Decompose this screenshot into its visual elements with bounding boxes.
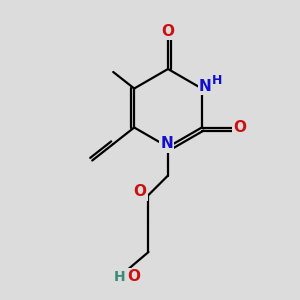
Text: O: O (161, 24, 175, 39)
Text: O: O (234, 120, 247, 135)
Text: H: H (212, 74, 223, 87)
Text: O: O (134, 184, 147, 200)
Text: H: H (114, 270, 126, 284)
Text: O: O (127, 269, 140, 284)
Text: N: N (199, 79, 212, 94)
Text: N: N (160, 136, 173, 152)
